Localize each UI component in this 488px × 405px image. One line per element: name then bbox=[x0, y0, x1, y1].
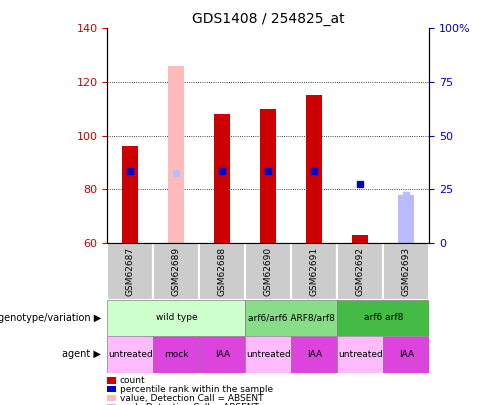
Text: arf6/arf6 ARF8/arf8: arf6/arf6 ARF8/arf8 bbox=[248, 313, 335, 322]
Bar bbox=[245, 336, 291, 373]
Text: GSM62687: GSM62687 bbox=[126, 247, 135, 296]
Text: untreated: untreated bbox=[246, 350, 291, 359]
Bar bbox=[168, 66, 184, 243]
Text: untreated: untreated bbox=[108, 350, 153, 359]
Bar bbox=[306, 96, 323, 243]
Text: rank, Detection Call = ABSENT: rank, Detection Call = ABSENT bbox=[120, 403, 259, 405]
Text: GSM62689: GSM62689 bbox=[172, 247, 181, 296]
Bar bbox=[261, 109, 276, 243]
Text: IAA: IAA bbox=[215, 350, 230, 359]
Bar bbox=[398, 195, 414, 243]
Text: agent ▶: agent ▶ bbox=[62, 350, 101, 359]
Text: IAA: IAA bbox=[307, 350, 322, 359]
Bar bbox=[337, 336, 384, 373]
Bar bbox=[153, 336, 200, 373]
Bar bbox=[384, 336, 429, 373]
Bar bbox=[153, 243, 200, 300]
Text: GSM62692: GSM62692 bbox=[356, 247, 365, 296]
Text: count: count bbox=[120, 376, 145, 385]
Text: IAA: IAA bbox=[399, 350, 414, 359]
Bar bbox=[352, 235, 368, 243]
Bar bbox=[200, 243, 245, 300]
Text: GSM62691: GSM62691 bbox=[310, 247, 319, 296]
Bar bbox=[200, 336, 245, 373]
Bar bbox=[214, 114, 230, 243]
Bar bbox=[291, 243, 337, 300]
Bar bbox=[245, 300, 337, 336]
Bar bbox=[384, 243, 429, 300]
Bar bbox=[107, 300, 245, 336]
Bar bbox=[337, 243, 384, 300]
Text: wild type: wild type bbox=[156, 313, 197, 322]
Bar bbox=[337, 300, 429, 336]
Text: GSM62688: GSM62688 bbox=[218, 247, 227, 296]
Bar bbox=[291, 336, 337, 373]
Text: GSM62690: GSM62690 bbox=[264, 247, 273, 296]
Bar bbox=[107, 243, 153, 300]
Text: arf6 arf8: arf6 arf8 bbox=[364, 313, 403, 322]
Bar bbox=[107, 336, 153, 373]
Text: percentile rank within the sample: percentile rank within the sample bbox=[120, 385, 273, 394]
Bar bbox=[122, 146, 139, 243]
Text: genotype/variation ▶: genotype/variation ▶ bbox=[0, 313, 101, 323]
Title: GDS1408 / 254825_at: GDS1408 / 254825_at bbox=[192, 12, 345, 26]
Bar bbox=[245, 243, 291, 300]
Text: value, Detection Call = ABSENT: value, Detection Call = ABSENT bbox=[120, 394, 263, 403]
Text: untreated: untreated bbox=[338, 350, 383, 359]
Text: mock: mock bbox=[164, 350, 189, 359]
Text: GSM62693: GSM62693 bbox=[402, 247, 411, 296]
